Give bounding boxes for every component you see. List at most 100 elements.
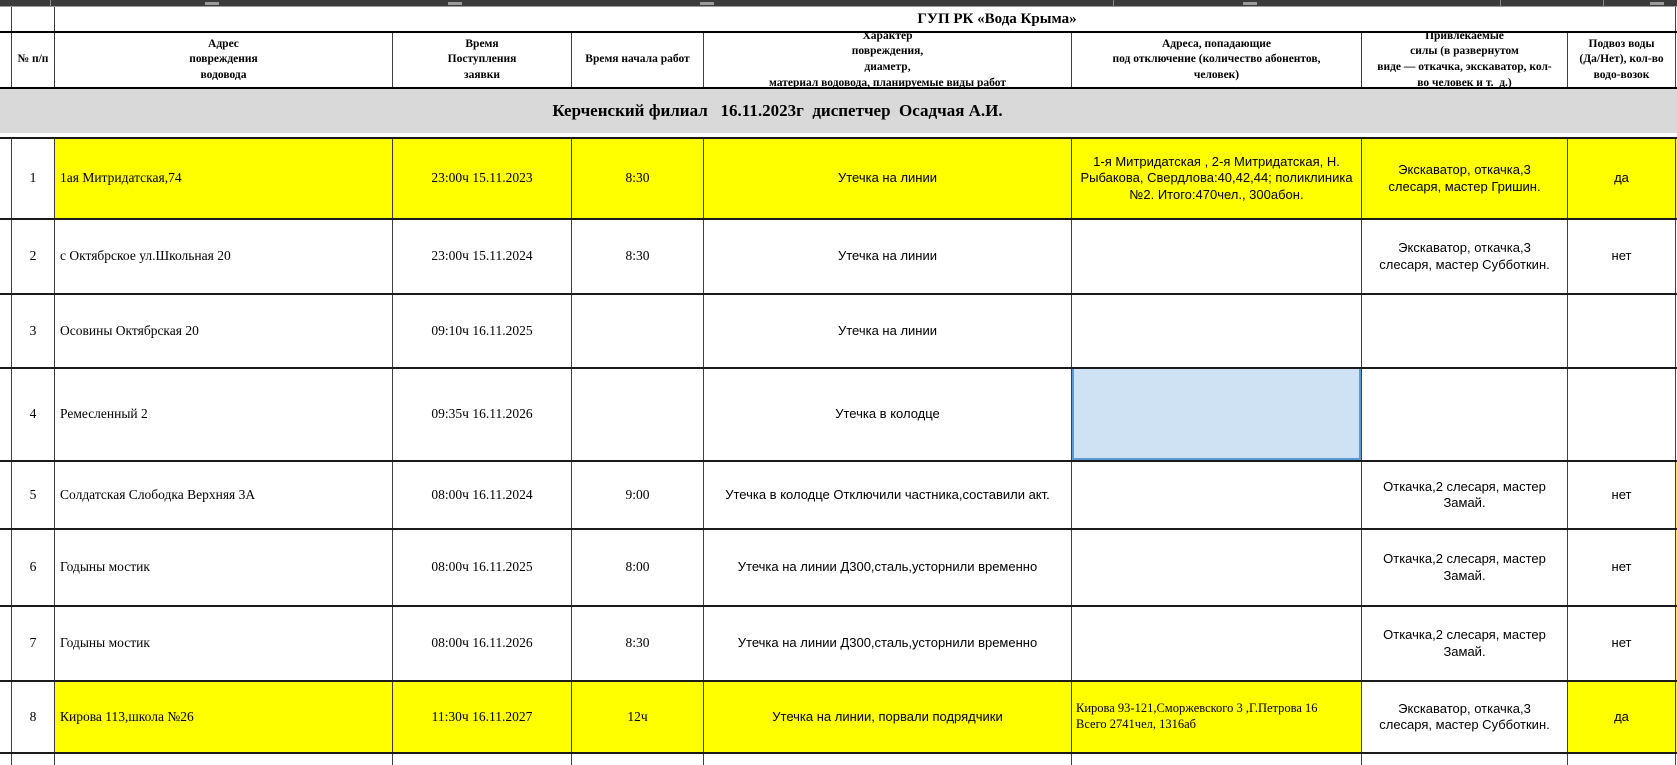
table-row: 1 1ая Митридатская,74 23:00ч 15.11.2023 … <box>0 137 1677 218</box>
cell-start-time[interactable] <box>572 369 704 460</box>
table-header-row: № п/п Адрес повреждения водовода Время П… <box>0 31 1677 89</box>
cell-request-time[interactable]: 08:00ч 16.11.2026 <box>393 607 572 680</box>
cell-empty[interactable] <box>12 7 55 31</box>
cell-request-time[interactable]: 23:00ч 15.11.2023 <box>393 139 572 218</box>
cell-row-number[interactable]: 6 <box>12 530 55 605</box>
cell-water-delivery[interactable] <box>1568 295 1676 367</box>
cell-forces[interactable]: Откачка,2 слесаря, мастер Замай. <box>1362 530 1568 605</box>
cell-water-delivery[interactable]: нет <box>1568 607 1676 680</box>
cell-damage-nature[interactable]: Утечка на линии Д300,сталь,усторнили вре… <box>704 607 1072 680</box>
cell-water-delivery[interactable]: да <box>1568 139 1676 218</box>
table-row: 6 Годыны мостик 08:00ч 16.11.2025 8:00 У… <box>0 528 1677 605</box>
cell-address[interactable]: с Октябрское ул.Школьная 20 <box>55 220 393 293</box>
cell-forces[interactable]: Экскаватор, откачка,3 слесаря, мастер Гр… <box>1362 139 1568 218</box>
cell-shutdown-addresses[interactable]: 1-я Митридатская , 2-я Митридатская, Н. … <box>1072 139 1362 218</box>
cell-start-time[interactable]: 8:00 <box>572 530 704 605</box>
cell-row-number[interactable]: 7 <box>12 607 55 680</box>
cell-forces[interactable] <box>1362 754 1568 765</box>
cell-start-time[interactable]: 8:30 <box>572 139 704 218</box>
cell-address[interactable] <box>55 754 393 765</box>
cell-water-delivery[interactable]: нет <box>1568 220 1676 293</box>
cell-row-number[interactable]: 3 <box>12 295 55 367</box>
cell-request-time[interactable]: 11:30ч 16.11.2027 <box>393 682 572 752</box>
cell-forces[interactable]: Экскаватор, откачка,3 слесаря, мастер Су… <box>1362 682 1568 752</box>
cell-damage-nature[interactable]: Утечка в колодце <box>704 369 1072 460</box>
cell-request-time[interactable] <box>393 754 572 765</box>
header-address[interactable]: Адрес повреждения водовода <box>55 33 393 87</box>
cell-water-delivery[interactable]: нет <box>1568 462 1676 528</box>
cell-damage-nature[interactable]: Утечка на линии Д300,сталь,усторнили вре… <box>704 530 1072 605</box>
header-shutdown-addresses[interactable]: Адреса, попадающие под отключение (колич… <box>1072 33 1362 87</box>
cell-start-time[interactable] <box>572 295 704 367</box>
cell-water-delivery[interactable] <box>1568 754 1676 765</box>
cell-left-sliver[interactable] <box>0 682 12 752</box>
cell-left-sliver[interactable] <box>0 369 12 460</box>
header-request-time[interactable]: Время Поступления заявки <box>393 33 572 87</box>
cell-left-sliver[interactable] <box>0 295 12 367</box>
cell-shutdown-addresses[interactable] <box>1072 295 1362 367</box>
cell-damage-nature[interactable]: Утечка на линии <box>704 220 1072 293</box>
cell-damage-nature[interactable]: Утечка в колодце Отключили частника,сост… <box>704 462 1072 528</box>
cell-row-number[interactable]: 2 <box>12 220 55 293</box>
cell-shutdown-addresses[interactable] <box>1072 462 1362 528</box>
cell-request-time[interactable]: 09:35ч 16.11.2026 <box>393 369 572 460</box>
filter-mark <box>700 2 714 5</box>
header-damage-nature[interactable]: Характер повреждения, диаметр, материал … <box>704 33 1072 87</box>
cell-damage-nature[interactable]: Утечка на линии <box>704 295 1072 367</box>
cell-row-number[interactable]: 1 <box>12 139 55 218</box>
cell-damage-nature[interactable]: Утечка на линии <box>704 139 1072 218</box>
cell-start-time[interactable]: 9:00 <box>572 462 704 528</box>
cell-row-number[interactable]: 8 <box>12 682 55 752</box>
cell-left-sliver[interactable] <box>0 33 12 87</box>
cell-shutdown-addresses[interactable]: Кирова 93-121,Сморжевского 3 ,Г.Петрова … <box>1072 682 1362 752</box>
header-forces[interactable]: Привлекаемые силы (в развернутом виде — … <box>1362 33 1568 87</box>
cell-water-delivery[interactable] <box>1568 369 1676 460</box>
cell-forces[interactable] <box>1362 369 1568 460</box>
header-row-number[interactable]: № п/п <box>12 33 55 87</box>
cell-row-number[interactable] <box>12 754 55 765</box>
cell-request-time[interactable]: 08:00ч 16.11.2025 <box>393 530 572 605</box>
cell-shutdown-addresses[interactable] <box>1072 607 1362 680</box>
cell-left-sliver[interactable] <box>0 607 12 680</box>
cell-start-time[interactable]: 12ч <box>572 682 704 752</box>
cell-damage-nature[interactable]: Утечка на линии, порвали подрядчики <box>704 682 1072 752</box>
cell-request-time[interactable]: 23:00ч 15.11.2024 <box>393 220 572 293</box>
header-start-time[interactable]: Время начала работ <box>572 33 704 87</box>
cell-row-number[interactable]: 4 <box>12 369 55 460</box>
cell-start-time[interactable]: 8:30 <box>572 220 704 293</box>
cell-address[interactable]: Кирова 113,школа №26 <box>55 682 393 752</box>
branch-dispatcher-band[interactable]: Керченский филиал 16.11.2023г диспетчер … <box>0 89 1677 133</box>
cell-forces[interactable]: Откачка,2 слесаря, мастер Замай. <box>1362 462 1568 528</box>
cell-shutdown-addresses[interactable] <box>1072 530 1362 605</box>
cell-start-time[interactable]: 8:30 <box>572 607 704 680</box>
cell-left-sliver[interactable] <box>0 7 12 31</box>
cell-forces[interactable] <box>1362 295 1568 367</box>
cell-start-time[interactable] <box>572 754 704 765</box>
cell-address[interactable]: Годыны мостик <box>55 530 393 605</box>
cell-left-sliver[interactable] <box>0 754 12 765</box>
cell-left-sliver[interactable] <box>0 530 12 605</box>
cell-row-number[interactable]: 5 <box>12 462 55 528</box>
table-row: 2 с Октябрское ул.Школьная 20 23:00ч 15.… <box>0 218 1677 293</box>
cell-address[interactable]: Солдатская Слободка Верхняя 3А <box>55 462 393 528</box>
cell-left-sliver[interactable] <box>0 462 12 528</box>
cell-left-sliver[interactable] <box>0 220 12 293</box>
cell-shutdown-addresses-selected[interactable] <box>1072 369 1362 460</box>
cell-forces[interactable]: Откачка,2 слесаря, мастер Замай. <box>1362 607 1568 680</box>
company-title-cell[interactable]: ГУП РК «Вода Крыма» <box>55 7 1676 31</box>
cell-water-delivery[interactable]: да <box>1568 682 1676 752</box>
cell-shutdown-addresses[interactable] <box>1072 754 1362 765</box>
cell-request-time[interactable]: 08:00ч 16.11.2024 <box>393 462 572 528</box>
cell-damage-nature[interactable] <box>704 754 1072 765</box>
cell-address[interactable]: Годыны мостик <box>55 607 393 680</box>
header-water-delivery[interactable]: Подвоз воды (Да/Нет), кол-во водо-возок <box>1568 33 1676 87</box>
cell-address[interactable]: Ремесленный 2 <box>55 369 393 460</box>
cell-address[interactable]: Осовины Октябрская 20 <box>55 295 393 367</box>
cell-forces[interactable]: Экскаватор, откачка,3 слесаря, мастер Су… <box>1362 220 1568 293</box>
cell-left-sliver[interactable] <box>0 139 12 218</box>
column-separator <box>1113 0 1114 7</box>
cell-water-delivery[interactable]: нет <box>1568 530 1676 605</box>
cell-address[interactable]: 1ая Митридатская,74 <box>55 139 393 218</box>
cell-request-time[interactable]: 09:10ч 16.11.2025 <box>393 295 572 367</box>
cell-shutdown-addresses[interactable] <box>1072 220 1362 293</box>
